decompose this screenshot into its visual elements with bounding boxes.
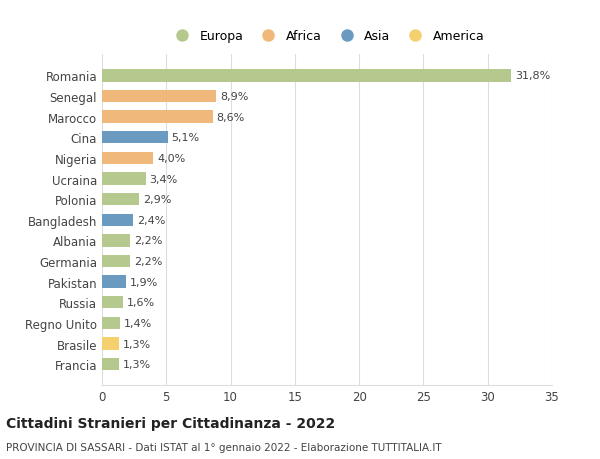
- Text: Cittadini Stranieri per Cittadinanza - 2022: Cittadini Stranieri per Cittadinanza - 2…: [6, 416, 335, 430]
- Bar: [102, 317, 120, 330]
- Bar: [102, 91, 217, 103]
- Bar: [102, 358, 119, 370]
- Text: 1,9%: 1,9%: [130, 277, 158, 287]
- Text: 8,9%: 8,9%: [220, 92, 248, 102]
- Text: 1,3%: 1,3%: [122, 359, 151, 369]
- Bar: [102, 111, 212, 123]
- Bar: [102, 173, 146, 185]
- Text: 2,2%: 2,2%: [134, 257, 163, 267]
- Bar: [102, 194, 139, 206]
- Bar: [102, 132, 167, 144]
- Bar: [102, 235, 130, 247]
- Text: 5,1%: 5,1%: [172, 133, 200, 143]
- Text: PROVINCIA DI SASSARI - Dati ISTAT al 1° gennaio 2022 - Elaborazione TUTTITALIA.I: PROVINCIA DI SASSARI - Dati ISTAT al 1° …: [6, 442, 442, 452]
- Text: 3,4%: 3,4%: [149, 174, 178, 184]
- Text: 2,9%: 2,9%: [143, 195, 172, 205]
- Bar: [102, 297, 122, 309]
- Legend: Europa, Africa, Asia, America: Europa, Africa, Asia, America: [164, 25, 490, 48]
- Bar: [102, 70, 511, 83]
- Text: 31,8%: 31,8%: [515, 71, 550, 81]
- Text: 1,6%: 1,6%: [127, 297, 155, 308]
- Text: 2,4%: 2,4%: [137, 215, 165, 225]
- Text: 8,6%: 8,6%: [217, 112, 245, 123]
- Bar: [102, 276, 127, 288]
- Text: 1,3%: 1,3%: [122, 339, 151, 349]
- Text: 4,0%: 4,0%: [157, 154, 185, 163]
- Bar: [102, 152, 154, 165]
- Bar: [102, 255, 130, 268]
- Text: 2,2%: 2,2%: [134, 236, 163, 246]
- Bar: [102, 338, 119, 350]
- Text: 1,4%: 1,4%: [124, 318, 152, 328]
- Bar: [102, 214, 133, 226]
